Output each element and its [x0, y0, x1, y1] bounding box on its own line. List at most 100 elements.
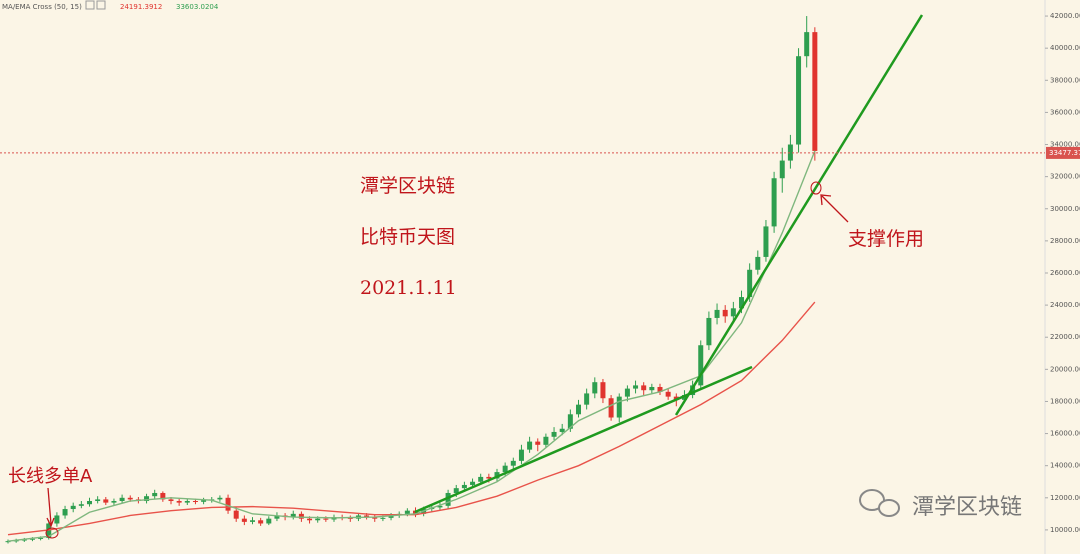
candle-body — [152, 492, 158, 497]
indicator-label: MA/EMA Cross (50, 15) — [2, 3, 82, 11]
candle-body — [380, 517, 386, 519]
candle-body — [87, 501, 92, 505]
candle-body — [184, 501, 190, 503]
candle-body — [144, 496, 150, 502]
candle-body — [225, 497, 231, 511]
candle-body — [5, 541, 11, 543]
candle-body — [502, 465, 508, 473]
candle-body — [812, 32, 818, 151]
y-tick-label: 30000.00 — [1050, 205, 1080, 213]
candle-body — [576, 404, 581, 415]
candle-body — [665, 391, 671, 397]
candle-body — [510, 460, 516, 466]
candle-body — [461, 484, 467, 489]
candle-body — [771, 178, 777, 227]
indicator-value-fast: 33603.0204 — [176, 3, 219, 11]
candle-body — [437, 505, 443, 508]
trend-line — [674, 14, 924, 416]
candle-body — [70, 505, 76, 510]
candle-body — [54, 515, 60, 524]
candle-body — [722, 309, 728, 317]
arrow — [820, 194, 849, 223]
candle-body — [404, 510, 410, 514]
candle-body — [486, 476, 492, 479]
candle-body — [372, 517, 378, 519]
marker-circle — [810, 181, 822, 195]
candle-body — [584, 393, 590, 405]
candle-body — [274, 515, 280, 519]
candle-body — [168, 499, 174, 502]
ma-line — [7, 150, 816, 542]
indicator-toggle[interactable] — [85, 0, 95, 10]
candle-body — [470, 481, 476, 485]
candle-body — [241, 518, 247, 522]
candle-body — [127, 497, 133, 500]
candle-body — [29, 538, 35, 540]
y-tick-label: 22000.00 — [1050, 333, 1080, 341]
candle-body — [388, 515, 394, 518]
candle-body — [624, 388, 630, 397]
watermark: 潭学区块链 — [912, 495, 1022, 520]
candle-body — [608, 398, 614, 418]
marker-circle — [45, 527, 59, 539]
candle-body — [364, 515, 370, 518]
candle-body — [160, 492, 166, 500]
y-tick-label: 40000.00 — [1050, 44, 1080, 52]
candle-body — [62, 509, 68, 516]
candle-body — [698, 345, 704, 386]
candle-body — [494, 472, 500, 479]
candle-body — [323, 518, 329, 520]
candle-body — [518, 449, 524, 461]
candle-body — [119, 497, 125, 502]
candle-body — [706, 317, 712, 346]
candle-body — [681, 395, 687, 400]
y-tick-label: 32000.00 — [1050, 173, 1080, 181]
candle-body — [755, 256, 761, 270]
y-tick-label: 16000.00 — [1050, 430, 1080, 438]
y-tick-label: 24000.00 — [1050, 301, 1080, 309]
candle-body — [804, 32, 810, 57]
candle-body — [176, 501, 182, 503]
y-tick-label: 20000.00 — [1050, 365, 1080, 373]
candle-body — [46, 523, 52, 538]
y-tick-label: 10000.00 — [1050, 526, 1080, 534]
trend-line — [414, 365, 753, 514]
candle-body — [592, 382, 598, 394]
candle-body — [527, 441, 533, 450]
candle-body — [559, 428, 565, 432]
candle-body — [543, 436, 549, 445]
candle-body — [298, 513, 304, 519]
y-tick-label: 38000.00 — [1050, 76, 1080, 84]
y-tick-label: 36000.00 — [1050, 108, 1080, 116]
annotation-date: 2021.1.11 — [360, 277, 457, 299]
y-tick-label: 34000.00 — [1050, 141, 1080, 149]
candle-body — [95, 499, 101, 502]
candle-body — [347, 517, 353, 519]
candle-body — [307, 518, 313, 521]
y-tick-label: 14000.00 — [1050, 462, 1080, 470]
candle-body — [217, 497, 223, 500]
arrow — [46, 487, 55, 528]
candle-body — [266, 518, 272, 524]
candle-body — [641, 385, 647, 391]
ma-line — [7, 301, 816, 536]
annotation-long: 长线多单A — [8, 466, 93, 487]
candle-body — [779, 160, 785, 179]
candle-body — [103, 499, 109, 503]
candle-body — [551, 431, 557, 437]
y-tick-label: 28000.00 — [1050, 237, 1080, 245]
candle-body — [600, 382, 606, 399]
candle-body — [787, 144, 793, 161]
indicator-settings[interactable] — [96, 0, 106, 10]
y-tick-label: 18000.00 — [1050, 397, 1080, 405]
last-price-label: 33477.37 — [1049, 149, 1080, 157]
candle-body — [445, 492, 451, 506]
candle-body — [567, 414, 573, 429]
candle-body — [21, 539, 27, 541]
candle-body — [714, 309, 720, 318]
y-tick-label: 12000.00 — [1050, 494, 1080, 502]
candle-body — [192, 501, 198, 503]
y-tick-label: 26000.00 — [1050, 269, 1080, 277]
candle-body — [535, 441, 541, 445]
candle-body — [739, 297, 744, 309]
